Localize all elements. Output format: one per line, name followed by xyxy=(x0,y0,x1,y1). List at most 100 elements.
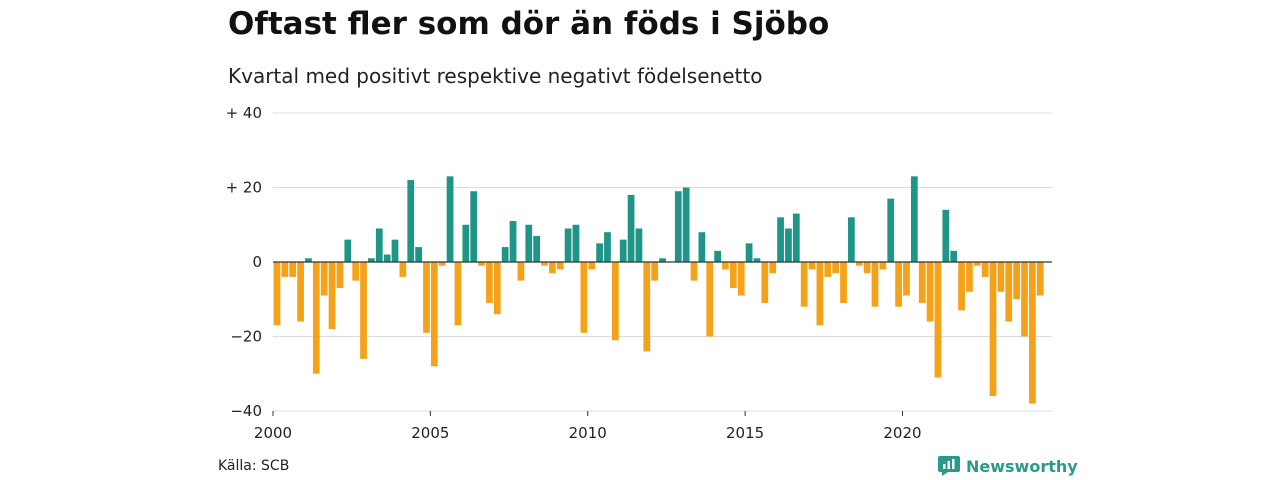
brand-name: Newsworthy xyxy=(966,456,1078,476)
bar xyxy=(690,262,698,281)
bar xyxy=(604,232,611,262)
bar xyxy=(910,176,918,262)
bar xyxy=(525,224,533,262)
bar xyxy=(501,247,509,262)
bar xyxy=(320,262,328,296)
bar xyxy=(1028,262,1036,404)
bar xyxy=(981,262,989,277)
bar xyxy=(753,258,761,262)
bar xyxy=(997,262,1005,292)
bar xyxy=(383,254,391,262)
bar xyxy=(564,228,572,262)
bar xyxy=(368,258,375,262)
bar xyxy=(832,262,840,274)
bar xyxy=(446,176,454,262)
bar xyxy=(918,262,926,303)
bar xyxy=(761,262,769,303)
brand: Newsworthy xyxy=(938,456,1078,476)
bar xyxy=(966,262,973,292)
bar xyxy=(840,262,847,303)
bar xyxy=(556,262,564,270)
x-tick-label: 2010 xyxy=(569,424,607,442)
bar xyxy=(785,228,792,262)
bar xyxy=(344,239,352,262)
y-tick-label: + 20 xyxy=(226,179,262,197)
bar xyxy=(879,262,887,270)
x-tick-label: 2000 xyxy=(254,424,292,442)
bar xyxy=(903,262,910,296)
bar xyxy=(729,262,737,289)
bar xyxy=(588,262,596,270)
bar xyxy=(1005,262,1013,322)
bar xyxy=(643,262,651,352)
bar xyxy=(800,262,808,307)
bar xyxy=(792,213,800,262)
bar xyxy=(493,262,501,315)
bar xyxy=(706,262,714,337)
bar xyxy=(611,262,619,341)
bar xyxy=(863,262,871,274)
bar xyxy=(462,224,470,262)
bar xyxy=(942,209,950,262)
bar xyxy=(415,247,422,262)
bar xyxy=(375,228,383,262)
bar xyxy=(808,262,816,270)
bar xyxy=(533,235,541,262)
bar xyxy=(816,262,824,326)
bar xyxy=(635,228,643,262)
bar xyxy=(871,262,879,307)
bar xyxy=(619,239,627,262)
bar xyxy=(549,262,556,274)
bar xyxy=(281,262,289,277)
bar xyxy=(926,262,934,322)
bar xyxy=(423,262,430,333)
bar xyxy=(887,198,895,262)
x-tick-label: 2005 xyxy=(411,424,449,442)
bar xyxy=(360,262,367,359)
chart-subtitle: Kvartal med positivt respektive negativt… xyxy=(228,64,763,88)
y-tick-label: −40 xyxy=(230,402,262,420)
bar xyxy=(722,262,729,270)
bar xyxy=(958,262,965,311)
bar xyxy=(430,262,438,367)
bar xyxy=(674,191,682,262)
bar xyxy=(572,224,580,262)
bar xyxy=(651,262,659,281)
bar xyxy=(973,262,981,266)
bar xyxy=(659,258,666,262)
chart-title: Oftast fler som dör än föds i Sjöbo xyxy=(228,6,830,42)
x-tick-label: 2020 xyxy=(883,424,921,442)
bar xyxy=(989,262,997,397)
bar xyxy=(769,262,777,274)
bar xyxy=(454,262,462,326)
source-label: Källa: SCB xyxy=(218,458,290,474)
bar xyxy=(950,250,958,262)
bar xyxy=(1036,262,1044,296)
bar xyxy=(352,262,360,281)
y-tick-label: −20 xyxy=(230,328,262,346)
bar xyxy=(848,217,855,262)
bar xyxy=(312,262,320,374)
bar xyxy=(855,262,863,266)
newsworthy-logo-icon xyxy=(938,456,960,476)
bar xyxy=(273,262,281,326)
x-tick-label: 2015 xyxy=(726,424,764,442)
y-tick-label: + 40 xyxy=(226,104,262,122)
bar xyxy=(627,194,635,262)
bar xyxy=(297,262,304,322)
bar xyxy=(1021,262,1028,337)
y-tick-label: 0 xyxy=(252,253,262,271)
bar xyxy=(289,262,297,277)
bar xyxy=(737,262,745,296)
bar xyxy=(745,243,753,262)
bar xyxy=(336,262,344,289)
bar xyxy=(895,262,902,307)
bar xyxy=(934,262,942,378)
bar xyxy=(698,232,706,262)
bar xyxy=(486,262,493,303)
bar xyxy=(391,239,399,262)
bar xyxy=(328,262,336,330)
bar xyxy=(470,191,478,262)
bar xyxy=(580,262,588,333)
